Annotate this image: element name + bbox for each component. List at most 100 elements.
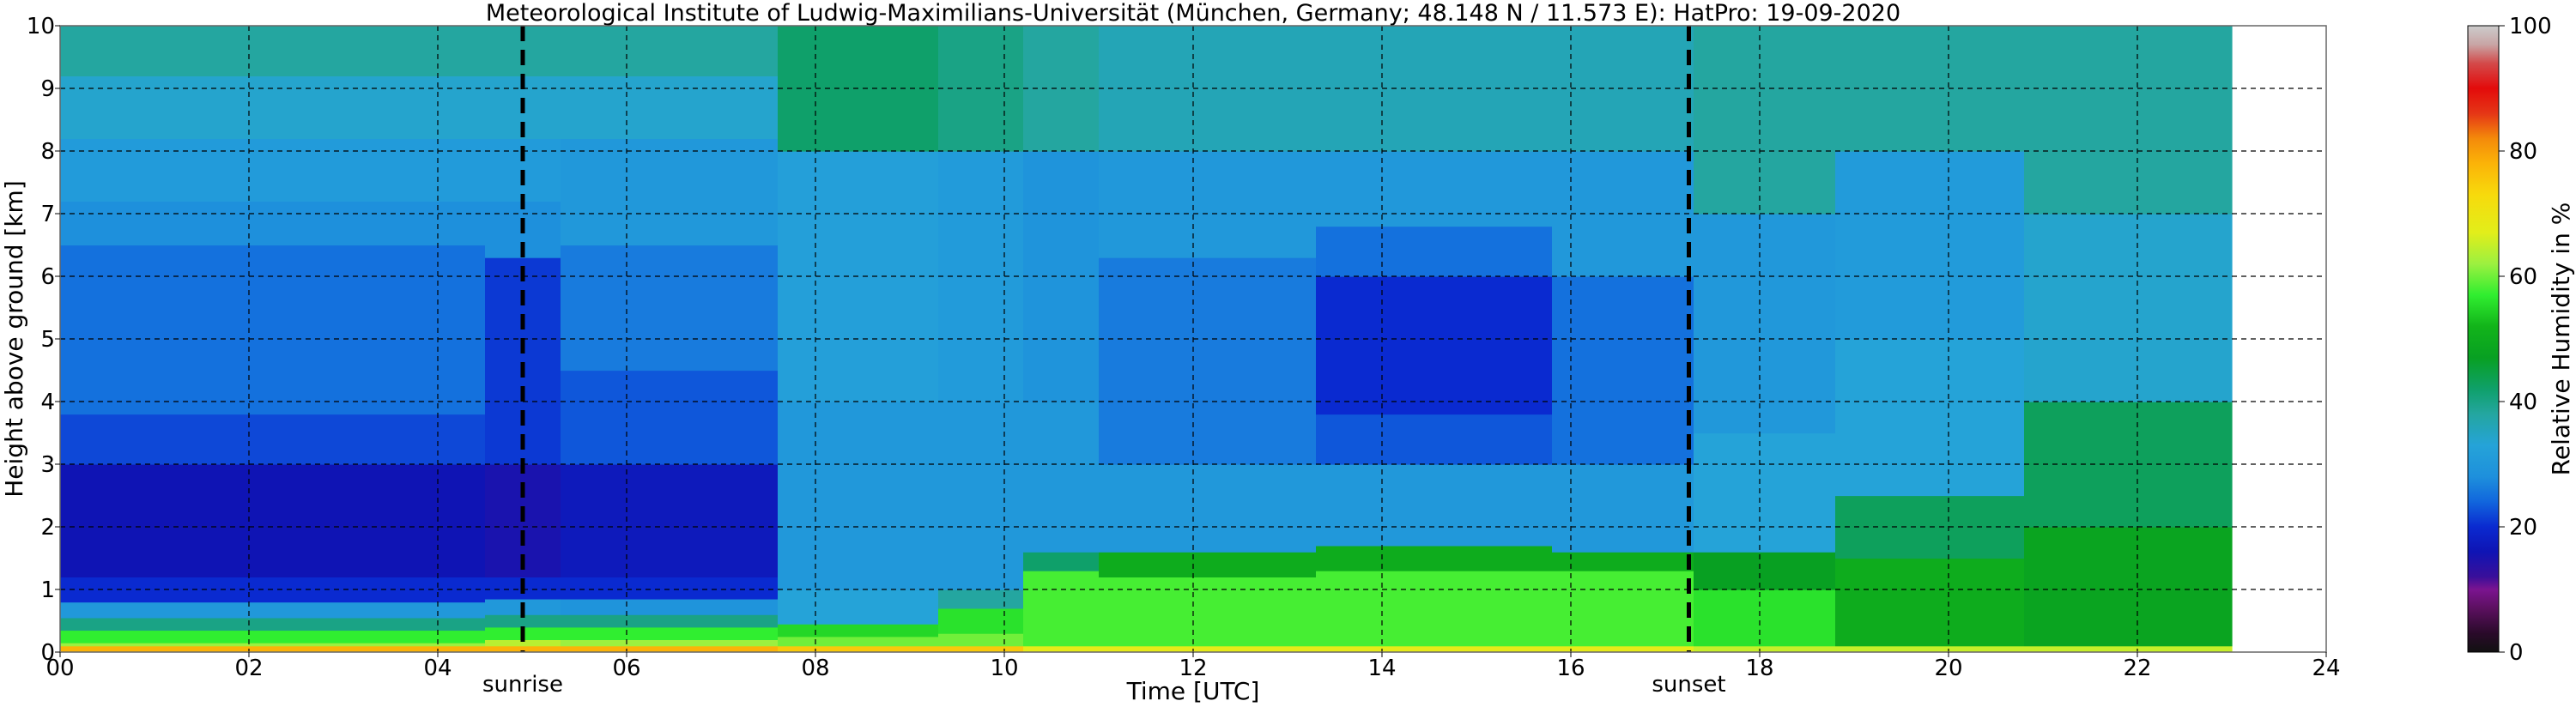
heatmap-cell [60,617,486,631]
heatmap-cell [938,645,1024,652]
heatmap-cell [1552,645,1694,652]
heatmap-cell [561,76,779,139]
heatmap-cell [60,26,486,76]
heatmap-cell [1023,402,1100,553]
colorbar-ticks: 0 20 40 60 80 100 [2499,14,2552,666]
heatmap-cell [60,414,486,465]
chart-title: Meteorological Institute of Ludwig-Maxim… [486,0,1900,27]
heatmap-cell [778,589,939,625]
heatmap-cell [2024,26,2233,215]
heatmap-cell [60,601,486,619]
heatmap-cell [561,577,779,600]
heatmap-cell [561,598,779,615]
heatmap-cell [561,26,779,76]
y-tick-label: 1 [40,577,55,603]
heatmap-cell [561,370,779,465]
heatmap-cell [60,138,486,202]
heatmap-cell [60,630,486,644]
heatmap-cell [1694,589,1836,647]
x-tick-label: 24 [2312,656,2340,681]
heatmap-cell [561,138,779,246]
heatmap-cell [1835,558,2025,647]
heatmap-cell [1552,464,1694,553]
x-axis-ticks: 00 02 04 06 08 10 12 14 16 18 20 22 24 [45,652,2341,681]
y-tick-label: 7 [40,202,55,227]
heatmap-cell [1099,552,1317,577]
heatmap-cell [778,645,939,652]
x-tick-label: 02 [234,656,263,681]
heatmap-cell [938,633,1024,647]
y-axis-ticks: 0 1 2 3 4 5 6 7 8 9 10 [27,14,60,666]
heatmap-cell [561,626,779,640]
x-tick-label: 10 [990,656,1018,681]
y-tick-label: 0 [40,640,55,666]
x-tick-label: 08 [801,656,829,681]
heatmap-cell [1835,339,2025,497]
heatmap-cell [1694,432,1836,553]
x-tick-label: 14 [1367,656,1396,681]
x-tick-label: 04 [423,656,452,681]
colorbar-tick-label: 80 [2509,139,2537,165]
heatmap-cell [1099,151,1317,258]
colorbar-tick-label: 20 [2509,515,2537,541]
heatmap-cell [60,464,486,577]
heatmap-cell [1023,645,1100,652]
heatmap-cell [561,645,779,652]
heatmap-cell [1316,151,1553,227]
heatmap-cell [1316,571,1553,647]
heatmap-cell [1835,645,2025,652]
heatmap-cell [60,643,486,647]
heatmap-cell [1316,226,1553,277]
heatmap-cell [561,245,779,372]
heatmap-cell [938,607,1024,634]
y-axis-label: Height above ground [km] [0,180,28,498]
heatmap-cell [1694,552,1836,590]
heatmap-cell [938,589,1024,609]
heatmap-cell [938,402,1024,590]
heatmap-cell [1552,552,1694,571]
x-tick-label: 22 [2123,656,2151,681]
colorbar-tick-label: 0 [2509,640,2524,666]
heatmap-cell [1023,571,1100,647]
heatmap-cell [1552,571,1694,647]
heatmap-cell [778,402,939,590]
heatmap-cell [485,645,561,652]
heatmap-cell [1316,545,1553,571]
heatmap-layer [60,26,2233,652]
x-tick-label: 00 [45,656,74,681]
heatmap-cell [1316,645,1553,652]
heatmap-cell [2024,527,2233,647]
heatmap-cell [1099,464,1317,553]
heatmap-cell [1023,552,1100,571]
y-tick-label: 8 [40,139,55,165]
colorbar-tick-label: 60 [2509,264,2537,290]
grid-lines [60,26,2326,652]
heatmap-cell [778,624,939,638]
colorbar-tick-label: 100 [2509,14,2552,39]
heatmap-cell [1694,26,1836,215]
y-tick-label: 6 [40,264,55,290]
heatmap-cell [1694,645,1836,652]
y-tick-label: 4 [40,390,55,415]
heatmap-cell [2024,645,2233,652]
event-label-sunrise: sunrise [482,672,563,698]
y-tick-label: 9 [40,76,55,102]
heatmap-cell [561,614,779,628]
y-tick-label: 10 [27,14,55,39]
heatmap-cell [60,76,486,139]
event-markers: sunrise sunset [482,26,1726,698]
heatmap-cell [1316,276,1553,415]
heatmap-cell [485,614,561,628]
heatmap-cell [778,636,939,647]
x-axis-label: Time [UTC] [1126,677,1260,705]
x-tick-label: 12 [1179,656,1207,681]
heatmap-cell [1099,577,1317,647]
y-tick-label: 3 [40,452,55,478]
heatmap-cell [561,639,779,647]
x-tick-label: 06 [612,656,640,681]
event-label-sunset: sunset [1652,672,1725,698]
colorbar-label: Relative Humidity in % [2547,202,2575,476]
heatmap-cell [485,639,561,647]
x-tick-label: 20 [1934,656,1962,681]
